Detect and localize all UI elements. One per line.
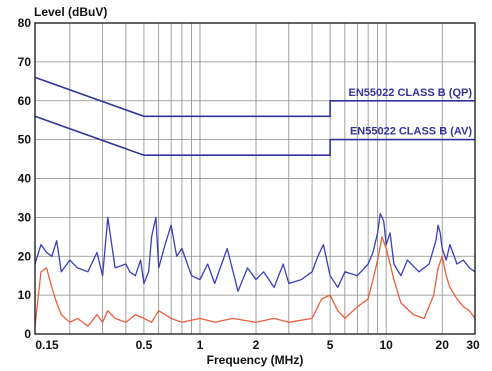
y-tick-label: 0 [24, 327, 31, 341]
grid [35, 22, 475, 335]
x-axis-label: Frequency (MHz) [207, 353, 304, 367]
y-tick-label: 30 [18, 210, 32, 224]
y-tick-label: 20 [18, 249, 32, 263]
tick-labels: 0 10 20 30 40 50 60 70 80 0.15 0.5 1 2 5 10 20 30 [18, 16, 480, 352]
y-tick-label: 50 [18, 133, 32, 147]
peak-trace [34, 212, 476, 292]
limit-label: EN55022 CLASS B (QP) [349, 87, 473, 99]
limit-lines: EN55022 CLASS B (QP) EN55022 CLASS B (AV) [34, 76, 475, 156]
x-tick-label: 2 [253, 338, 260, 352]
x-tick-label: 1 [197, 338, 204, 352]
y-tick-label: 60 [18, 94, 32, 108]
y-axis-label: Level (dBuV) [34, 5, 107, 19]
y-tick-label: 80 [18, 16, 32, 30]
series-layer [34, 212, 476, 327]
limit-label: EN55022 CLASS B (AV) [350, 126, 472, 138]
y-tick-label: 70 [18, 55, 32, 69]
average-trace [34, 236, 476, 327]
x-tick-label: 20 [436, 338, 450, 352]
x-tick-label: 30 [466, 338, 480, 352]
x-tick-label: 0.5 [136, 338, 153, 352]
plot-frame [34, 22, 476, 335]
x-tick-label: 10 [379, 338, 393, 352]
y-tick-label: 10 [18, 288, 32, 302]
limit-line [34, 76, 475, 118]
x-tick-label: 5 [327, 338, 334, 352]
y-tick-label: 40 [18, 172, 32, 186]
x-tick-label: 0.15 [35, 338, 59, 352]
limit-line [34, 115, 475, 156]
